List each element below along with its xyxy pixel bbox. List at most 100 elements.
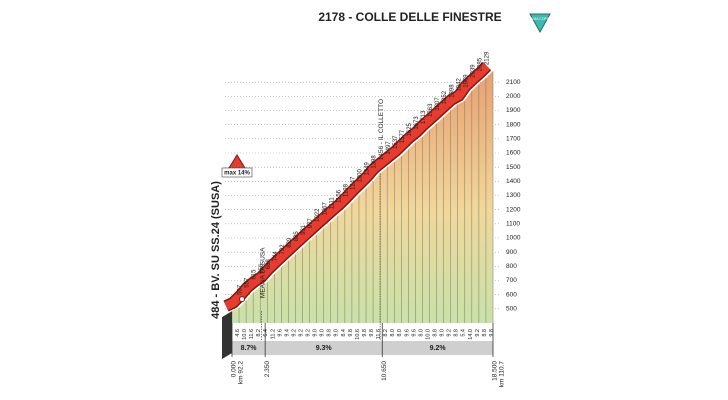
- y-tick-label: 1600: [506, 150, 521, 157]
- elevation-label: 1673: [414, 116, 420, 130]
- elevation-label: 1497: [386, 141, 392, 155]
- y-tick-label: 1300: [506, 192, 521, 199]
- gradient-band: [232, 341, 493, 355]
- segment-label: 10.0: [242, 329, 248, 340]
- elevation-label: 1198: [343, 183, 349, 197]
- segment-label: 9.6: [404, 329, 410, 337]
- elevation-label: 1349: [365, 162, 371, 176]
- gradient-label: 8.7%: [241, 345, 258, 352]
- elevation-label: 1969: [463, 74, 469, 88]
- segment-label: 11.6: [249, 329, 255, 339]
- side-wall: [222, 311, 232, 359]
- x-tick-label: 2.350: [264, 361, 271, 378]
- segment-label: 9.2: [298, 329, 304, 337]
- y-tick-label: 1800: [506, 121, 521, 128]
- annotation: 1456 - IL COLLETTO: [378, 99, 385, 160]
- segment-label: 8.8: [432, 329, 438, 337]
- segment-label: 9.0: [320, 329, 326, 337]
- segment-label: 9.2: [306, 329, 312, 337]
- summit-label: CIMA COPPI: [530, 17, 550, 21]
- segment-label: 9.8: [362, 329, 368, 337]
- segment-label: 14.0: [468, 329, 474, 340]
- x-tick-label: 0.000: [231, 361, 238, 378]
- elevation-label: 2085: [477, 57, 483, 71]
- elevation-label: 1067: [322, 201, 328, 215]
- y-tick-label: 800: [506, 263, 517, 270]
- segment-label: 11.6: [376, 329, 382, 339]
- elevation-label: 1537: [393, 135, 399, 149]
- chart-title: 2178 - COLLE DELLE FINESTRE: [318, 10, 501, 24]
- elevation-label: 977: [308, 218, 314, 229]
- elevation-label: 1807: [435, 97, 441, 111]
- elevation-label: 1898: [449, 84, 455, 98]
- segment-label: 8.2: [383, 329, 389, 337]
- start-label: 484 - BV. SU SS.24 (SUSA): [210, 181, 222, 319]
- elevation-label: 615: [252, 269, 258, 280]
- segment-label: 5.4: [461, 329, 467, 337]
- segment-label: 6.4: [263, 329, 269, 337]
- area-fill: [232, 71, 493, 323]
- max-icon: [228, 154, 246, 169]
- segment-label: 9.4: [284, 329, 290, 337]
- segment-label: 11.2: [270, 329, 276, 339]
- segment-label: 9.6: [277, 329, 283, 337]
- y-tick-label: 1700: [506, 136, 521, 143]
- elevation-label: 1763: [428, 103, 434, 117]
- elevation-label: 744: [273, 251, 279, 262]
- max-gradient: max 14%: [224, 171, 250, 177]
- elevation-label: 557: [245, 277, 251, 288]
- y-tick-label: 1000: [506, 235, 521, 242]
- segment-label: 9.8: [489, 329, 495, 337]
- elevation-label: 839: [287, 237, 293, 248]
- segment-label: 9.2: [475, 329, 481, 337]
- elevation-label: 2039: [470, 64, 476, 78]
- segment-label: 8.0: [418, 329, 424, 337]
- gradient-label: 9.3%: [316, 345, 333, 352]
- segment-label: 9.2: [291, 329, 297, 337]
- y-tick-label: 1500: [506, 164, 521, 171]
- segment-label: 9.0: [313, 329, 319, 337]
- y-tick-label: 700: [506, 277, 517, 284]
- segment-label: 8.8: [327, 329, 333, 337]
- elevation-label: 1022: [315, 208, 321, 222]
- annotation: MEANA DI SUSA: [259, 247, 266, 298]
- elevation-label: 931: [301, 224, 307, 235]
- segment-label: 9.6: [411, 329, 417, 337]
- race-km: km 110.7: [499, 361, 506, 388]
- elevation-label: 1111: [329, 197, 335, 210]
- start-dot: [239, 296, 245, 303]
- y-tick-label: 900: [506, 249, 517, 256]
- elevation-label: 1942: [456, 78, 462, 92]
- segment-label: 8.8: [454, 329, 460, 337]
- segment-label: 8.0: [397, 329, 403, 337]
- gradient-label: 9.2%: [430, 345, 447, 352]
- segment-label: 8.8: [482, 329, 488, 337]
- elevation-label: 2129: [485, 51, 491, 65]
- race-km: km 92.2: [238, 361, 245, 385]
- elevation-label: 885: [294, 231, 300, 242]
- elevation-label: 792: [280, 244, 286, 255]
- y-tick-label: 1200: [506, 206, 521, 213]
- segment-label: 9.0: [334, 329, 340, 337]
- elevation-label: 1625: [407, 122, 413, 136]
- y-tick-label: 2000: [506, 93, 521, 100]
- elevation-label: 1398: [372, 155, 378, 169]
- segment-label: 9.8: [369, 329, 375, 337]
- x-tick-label: 18.500: [492, 361, 499, 381]
- y-tick-label: 1900: [506, 107, 521, 114]
- y-tick-label: 2100: [506, 79, 521, 86]
- segment-label: 8.2: [256, 329, 262, 337]
- elevation-label: 1852: [442, 90, 448, 104]
- elevation-label: 688: [266, 259, 272, 270]
- segment-label: 9.2: [447, 329, 453, 337]
- elevation-label: 1300: [358, 168, 364, 182]
- max-box: [221, 167, 253, 178]
- y-tick-label: 500: [506, 306, 517, 313]
- y-tick-label: 600: [506, 291, 517, 298]
- segment-label: 9.8: [348, 329, 354, 337]
- elevation-label: 1713: [421, 110, 427, 124]
- segment-label: 10.0: [425, 329, 431, 340]
- segment-label: 9.0: [440, 329, 446, 337]
- elevation-label: 507: [238, 284, 244, 295]
